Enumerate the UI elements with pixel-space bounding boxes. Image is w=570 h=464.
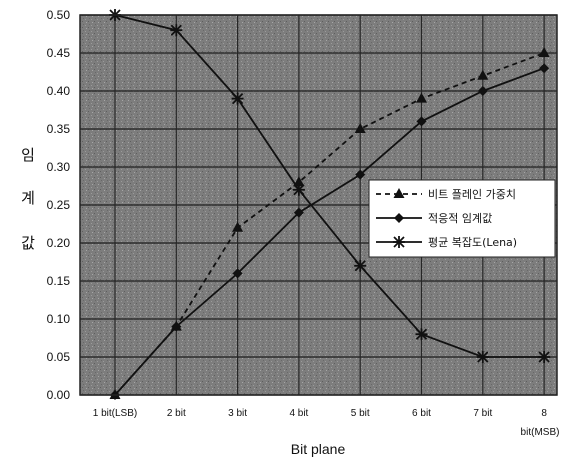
legend-item-1: 비트 플레인 가중치 xyxy=(376,188,516,201)
series-3-point xyxy=(354,259,367,272)
series-1-line xyxy=(114,52,545,396)
y-axis-label-char-2: 계 xyxy=(21,189,35,207)
legend-label: 비트 플레인 가중치 xyxy=(428,188,516,201)
legend-label: 적응적 임계값 xyxy=(428,212,492,225)
y-tick-label: 0.40 xyxy=(47,84,71,98)
legend-label: 평균 복잡도(Lena) xyxy=(428,236,517,249)
y-tick-label: 0.25 xyxy=(47,198,71,212)
legend-item-2: 적응적 임계값 xyxy=(376,212,492,225)
legend-swatch-marker xyxy=(393,188,405,198)
series-1-point xyxy=(416,92,427,103)
series-3-point xyxy=(292,183,305,196)
x-axis-label: Bit plane xyxy=(291,441,346,457)
series-1-point xyxy=(354,123,366,133)
y-axis-label: 임 계 값 xyxy=(21,146,35,252)
series-3-point xyxy=(538,351,551,363)
series-2-point xyxy=(232,268,243,279)
y-tick-label: 0.10 xyxy=(47,312,71,326)
legend-swatch-marker xyxy=(394,213,404,223)
series-3 xyxy=(109,9,551,363)
y-axis-label-char-1: 임 xyxy=(21,146,35,164)
x-tick-label: 8 xyxy=(541,408,547,419)
series-3-point xyxy=(231,92,244,105)
series-2-point xyxy=(293,207,304,218)
y-axis-ticks: 0.00 0.05 0.10 0.15 0.20 0.25 0.30 0.35 0.40 0.45… xyxy=(47,8,71,402)
plot-border xyxy=(79,14,558,396)
legend-swatch-marker xyxy=(393,236,405,248)
series-group xyxy=(109,9,551,400)
series-2-point xyxy=(416,116,427,127)
x-tick-label: 6 bit xyxy=(412,408,431,419)
x-tick-label: 5 bit xyxy=(351,408,370,419)
series-2-point xyxy=(355,169,366,180)
x-tick-label: 1 bit(LSB) xyxy=(93,408,137,419)
series-1-point xyxy=(477,69,489,80)
series-1-point xyxy=(293,176,305,187)
y-tick-label: 0.45 xyxy=(47,46,71,60)
x-tick-label-cont: bit(MSB) xyxy=(521,427,560,438)
y-tick-label: 0.35 xyxy=(47,122,71,136)
y-tick-label: 0.50 xyxy=(47,8,71,22)
y-tick-label: 0.30 xyxy=(47,160,71,174)
y-tick-label: 0.05 xyxy=(47,350,71,364)
series-3-point xyxy=(415,328,428,341)
y-tick-label: 0.15 xyxy=(47,274,71,288)
series-2-point xyxy=(171,321,182,332)
series-2-point xyxy=(477,86,488,96)
series-3-line xyxy=(114,14,545,358)
series-1-point xyxy=(538,47,550,57)
series-1-point xyxy=(232,221,244,232)
series-3-point xyxy=(170,24,183,37)
y-axis-label-char-3: 값 xyxy=(21,234,35,252)
x-tick-label: 7 bit xyxy=(473,408,492,419)
series-3-point xyxy=(476,351,489,363)
legend-item-3: 평균 복잡도(Lena) xyxy=(376,236,517,249)
y-tick-label: 0.20 xyxy=(47,236,71,250)
y-tick-label: 0.00 xyxy=(47,388,71,402)
series-2-line xyxy=(114,67,545,396)
x-tick-label: 3 bit xyxy=(228,408,247,419)
x-axis-ticks: 1 bit(LSB) 2 bit 3 bit 4 bit 5 bit 6 bit 7 bit… xyxy=(93,408,560,438)
series-2 xyxy=(110,63,550,400)
x-tick-label: 4 bit xyxy=(289,408,308,419)
x-tick-label: 2 bit xyxy=(167,408,186,419)
series-2-point xyxy=(539,63,550,74)
